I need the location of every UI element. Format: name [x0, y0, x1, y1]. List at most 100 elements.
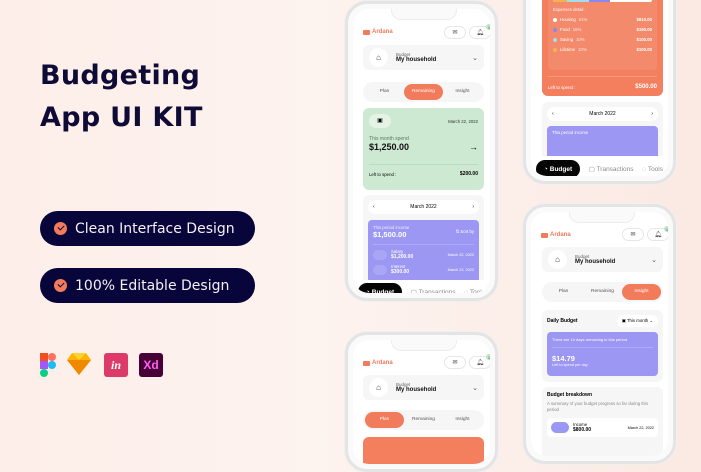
tab-remaining[interactable]: Remaining — [412, 417, 435, 422]
nav-transactions[interactable]: ▢ Transactions — [410, 289, 456, 293]
phone-plan: Ardana ✉ 🔔︎ 1 ⌂ Budget My household ⌄ Plan… — [345, 332, 498, 472]
budget-selector[interactable]: ⌂ Budget My household ⌄ — [363, 375, 484, 400]
feature-label: 100% Editable Design — [75, 277, 230, 294]
breakdown-title: Budget breakdown — [547, 392, 593, 398]
tab-insight[interactable]: Insight — [455, 417, 470, 422]
tab-insight[interactable]: Insight — [622, 284, 661, 300]
tab-insight[interactable]: Insight — [455, 89, 470, 94]
feature-pill: Clean Interface Design — [40, 211, 255, 246]
days-remaining-text: There are 14 days remaining in this peri… — [552, 337, 653, 348]
notification-button[interactable]: 🔔︎ 1 — [469, 24, 490, 39]
arrow-right-icon[interactable]: → — [469, 142, 478, 152]
brand-logo: Ardana — [541, 232, 571, 238]
prev-month-button[interactable]: ‹ — [373, 204, 375, 210]
budget-breakdown-card: Budget breakdown A summary of your budge… — [542, 387, 663, 456]
legend-dot — [553, 27, 557, 32]
bottom-nav: ◔ Budget ▢ Transactions ◌ Tools — [531, 156, 668, 176]
expense-item: Food 15% $190.00 — [553, 27, 652, 32]
invision-icon: in — [104, 353, 128, 377]
income-label: This period income — [373, 225, 410, 230]
figma-icon — [40, 353, 56, 377]
legend-dot — [553, 17, 557, 22]
legend-dot — [553, 37, 557, 42]
left-label: Left to spend : — [369, 171, 397, 177]
left-value: $500.00 — [635, 84, 657, 90]
month-spend-card[interactable]: ▣ March 22, 2022 This month spend $1,250.… — [363, 108, 484, 190]
income-value: $1,500.00 — [373, 230, 407, 239]
adobe-xd-icon: Xd — [139, 353, 163, 377]
sketch-icon — [67, 353, 91, 380]
legend-dot — [553, 47, 557, 52]
nav-transactions[interactable]: ▢ Transactions — [588, 166, 634, 173]
tab-plan[interactable]: Plan — [558, 289, 569, 294]
chevron-down-icon: ⌄ — [472, 54, 478, 62]
nav-tools[interactable]: ◌ Tools — [464, 288, 485, 294]
check-icon — [54, 279, 67, 292]
income-item[interactable]: Interest $300.00 March 22, 2022 — [373, 264, 474, 275]
notification-badge: 1 — [486, 24, 490, 30]
nav-budget[interactable]: ◔ Budget — [358, 283, 402, 293]
nav-budget[interactable]: ◔ Budget — [536, 160, 580, 176]
budget-selector[interactable]: ⌂ Budget My household ⌄ — [542, 247, 663, 272]
next-month-button[interactable]: › — [651, 111, 653, 117]
home-icon: ⌂ — [548, 250, 567, 269]
left-value: $200.00 — [459, 171, 478, 177]
brand-logo: Ardana — [363, 29, 393, 35]
date-label: March 22, 2022 — [448, 118, 478, 124]
month-label: March 2022 — [589, 111, 616, 117]
phone-expenses: Expenses detail: Housing 61% $810.00 Food … — [523, 0, 676, 184]
nav-tools[interactable]: ◌ Tools — [642, 165, 663, 173]
breakdown-desc: A summary of your budget progress so far… — [547, 401, 649, 413]
expenses-card: Expenses detail: Housing 61% $810.00 Food … — [542, 0, 663, 96]
feature-label: Clean Interface Design — [75, 220, 235, 237]
mail-button[interactable]: ✉ — [444, 356, 466, 369]
per-day-value: $14.79 — [552, 354, 575, 363]
hero-title-line2: App UI KIT — [40, 102, 203, 133]
budget-selector[interactable]: ⌂ Budget My household ⌄ — [363, 45, 484, 70]
tab-bar: Plan Remaining Insight — [363, 410, 484, 430]
period-dropdown[interactable]: ▣ This month ⌄ — [616, 315, 658, 327]
income-row[interactable]: Income $800.00 March 22, 2022 — [547, 418, 658, 438]
income-item[interactable]: Salary $1,200.00 March 22, 2022 — [373, 249, 474, 260]
expenses-progress-bar — [553, 0, 652, 2]
expense-item: Housing 61% $810.00 — [553, 17, 652, 22]
notch — [391, 340, 457, 351]
notification-button[interactable]: 🔔︎ 1 — [469, 354, 490, 369]
tab-remaining[interactable]: Remaining — [591, 289, 614, 294]
per-day-label: Left to spend per day — [552, 363, 588, 367]
brand-logo: Ardana — [363, 360, 393, 366]
sort-button[interactable]: ⇅ Sort by — [455, 229, 474, 234]
notch — [391, 9, 457, 20]
tab-bar: Plan Remaining Insight — [542, 282, 663, 302]
home-icon: ⌂ — [369, 378, 388, 397]
expense-item: Saving 10% $100.00 — [553, 37, 652, 42]
income-label: This period income — [552, 130, 589, 135]
bottom-nav: ◔ Budget ▢ Transactions ◌ Tools — [353, 280, 490, 293]
tab-remaining[interactable]: Remaining — [404, 84, 443, 100]
income-card: ‹ March 2022 › This period income — [542, 102, 663, 166]
expense-item: Lifetime 10% $100.00 — [553, 47, 652, 52]
plan-card — [363, 437, 484, 464]
notification-button[interactable]: 🔔︎ 1 — [647, 226, 668, 241]
notification-badge: 1 — [664, 226, 668, 232]
income-card: ‹ March 2022 › This period income $1,500.00… — [363, 195, 484, 293]
next-month-button[interactable]: › — [472, 204, 474, 210]
notification-badge: 1 — [486, 354, 490, 360]
month-spend-value: $1,250.00 — [369, 142, 410, 152]
mail-button[interactable]: ✉ — [622, 228, 644, 241]
daily-budget-card: Daily Budget ▣ This month ⌄ There are 14 … — [542, 310, 663, 382]
tab-plan[interactable]: Plan — [379, 89, 390, 94]
month-label: March 2022 — [410, 204, 437, 210]
month-spend-label: This month spend — [369, 136, 409, 142]
wallet-icon: ▣ — [369, 114, 391, 128]
tab-plan[interactable]: Plan — [365, 412, 404, 428]
chevron-down-icon: ⌄ — [472, 384, 478, 392]
tab-bar: Plan Remaining Insight — [363, 82, 484, 102]
notch — [569, 212, 635, 223]
phone-remaining: Ardana ✉ 🔔︎ 1 ⌂ Budget My household ⌄ Plan… — [345, 1, 498, 301]
home-icon: ⌂ — [369, 48, 388, 67]
budget-label: Budget — [396, 52, 411, 57]
mail-button[interactable]: ✉ — [444, 26, 466, 39]
phone-insight: Ardana ✉ 🔔︎ 1 ⌂ Budget My household ⌄ Plan… — [523, 204, 676, 464]
prev-month-button[interactable]: ‹ — [552, 111, 554, 117]
